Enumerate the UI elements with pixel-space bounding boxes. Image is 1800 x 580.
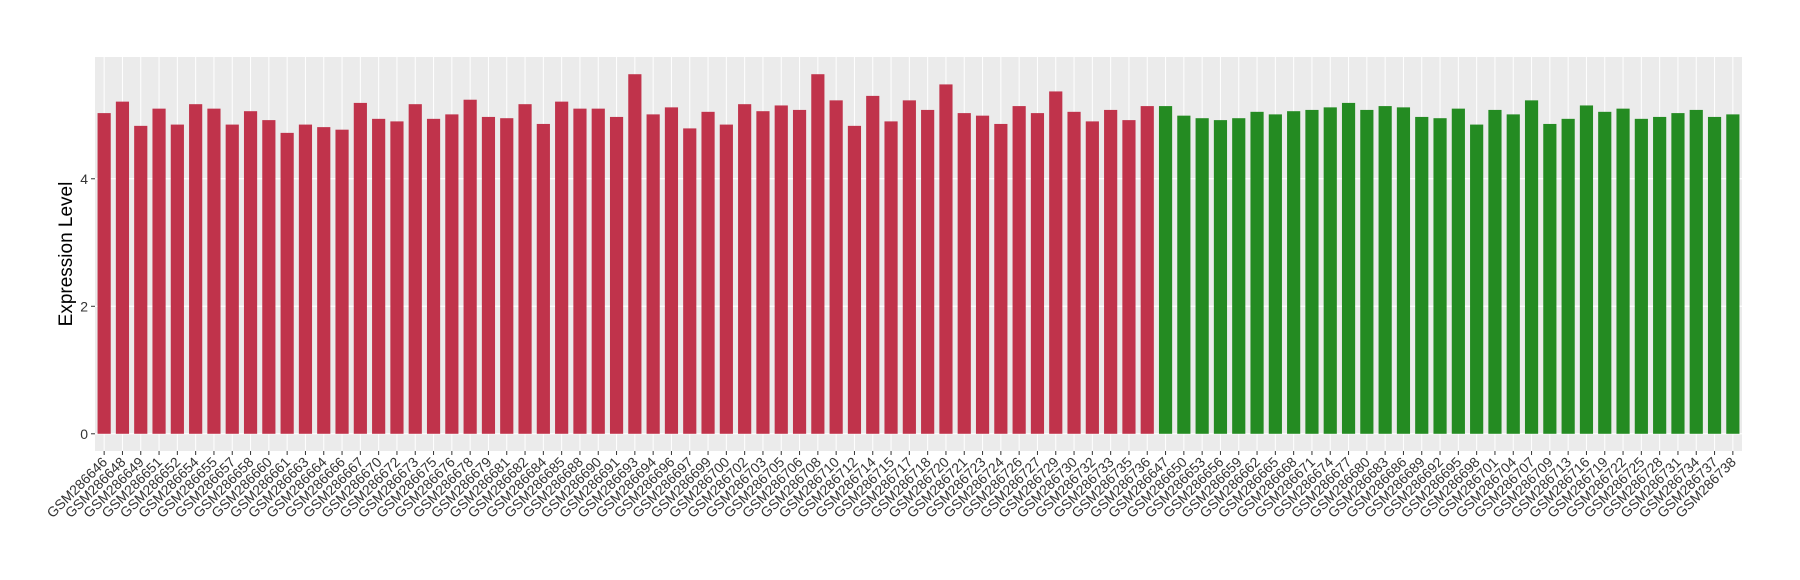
bar <box>738 104 752 434</box>
y-axis-title: Expression Level <box>56 182 77 327</box>
bar <box>189 104 203 434</box>
bar <box>683 128 697 434</box>
bar <box>1707 116 1722 434</box>
bar <box>115 101 130 434</box>
bar <box>152 108 166 434</box>
bar <box>298 124 313 434</box>
bar <box>719 124 733 434</box>
bar <box>975 115 990 434</box>
bar <box>957 113 971 434</box>
bar <box>939 84 953 434</box>
bar <box>609 116 624 434</box>
bar <box>1140 106 1154 434</box>
bar <box>1122 120 1136 434</box>
bar <box>1323 107 1337 434</box>
bar <box>1158 106 1173 434</box>
bar <box>207 108 221 434</box>
bar <box>1378 106 1392 434</box>
bar <box>280 132 294 434</box>
bar <box>1506 114 1520 434</box>
bar <box>335 129 349 434</box>
y-tick-label: 4 <box>80 171 88 187</box>
bar <box>134 125 148 434</box>
bar <box>536 123 550 434</box>
y-tick-label: 2 <box>80 298 88 314</box>
bar <box>1726 114 1740 434</box>
bar <box>500 118 514 434</box>
bar <box>97 113 111 434</box>
bar <box>317 127 331 434</box>
bar <box>518 104 532 434</box>
bar <box>1433 118 1447 434</box>
bar <box>701 111 715 434</box>
bar <box>573 108 587 434</box>
bar <box>1067 111 1081 434</box>
bar <box>1671 113 1685 434</box>
bar <box>1287 111 1301 434</box>
bar <box>225 124 239 434</box>
bar <box>1177 115 1191 434</box>
bar <box>921 109 935 434</box>
bar <box>1030 113 1045 434</box>
bar <box>1689 109 1703 434</box>
bar <box>884 121 898 434</box>
bar <box>664 107 679 434</box>
bar <box>1579 105 1594 434</box>
bar <box>170 124 184 434</box>
bar <box>1598 111 1612 434</box>
bar <box>792 109 807 434</box>
bar <box>994 123 1008 434</box>
bar <box>866 95 880 434</box>
bar <box>1341 102 1356 434</box>
bar <box>1250 111 1264 434</box>
bar <box>628 74 642 434</box>
bar <box>243 111 258 434</box>
bar <box>1268 114 1282 434</box>
bar <box>1305 109 1319 434</box>
bar <box>774 105 788 434</box>
bar <box>408 104 422 434</box>
bar <box>1085 121 1099 434</box>
bar <box>756 111 770 434</box>
y-tick-label: 0 <box>80 426 88 442</box>
bar <box>353 102 367 434</box>
bar <box>1524 100 1539 434</box>
bar <box>1451 108 1465 434</box>
bar <box>262 120 276 434</box>
bar <box>829 100 843 434</box>
bar <box>1616 108 1630 434</box>
bar <box>1012 106 1026 434</box>
bar <box>481 116 496 434</box>
bar <box>847 125 862 434</box>
bar <box>1653 116 1667 434</box>
bar <box>1049 91 1063 434</box>
bar <box>372 118 386 434</box>
bar <box>1543 123 1557 434</box>
bar <box>1488 109 1502 434</box>
bar <box>591 108 605 434</box>
bar <box>555 101 569 434</box>
bar <box>902 100 916 434</box>
bar <box>1561 118 1575 434</box>
bar <box>463 99 477 434</box>
bar <box>1396 107 1411 434</box>
plot-background <box>95 57 1742 451</box>
bar <box>1470 124 1484 434</box>
bar <box>445 114 459 434</box>
bar <box>390 121 404 434</box>
bar <box>1213 120 1228 434</box>
bar <box>1634 118 1648 434</box>
bar <box>1195 118 1209 434</box>
bar <box>426 118 441 434</box>
bar <box>1415 116 1429 434</box>
bar <box>1232 118 1246 434</box>
bar <box>1104 109 1118 434</box>
bar <box>811 74 825 434</box>
bar <box>646 114 660 434</box>
bar <box>1360 109 1374 434</box>
